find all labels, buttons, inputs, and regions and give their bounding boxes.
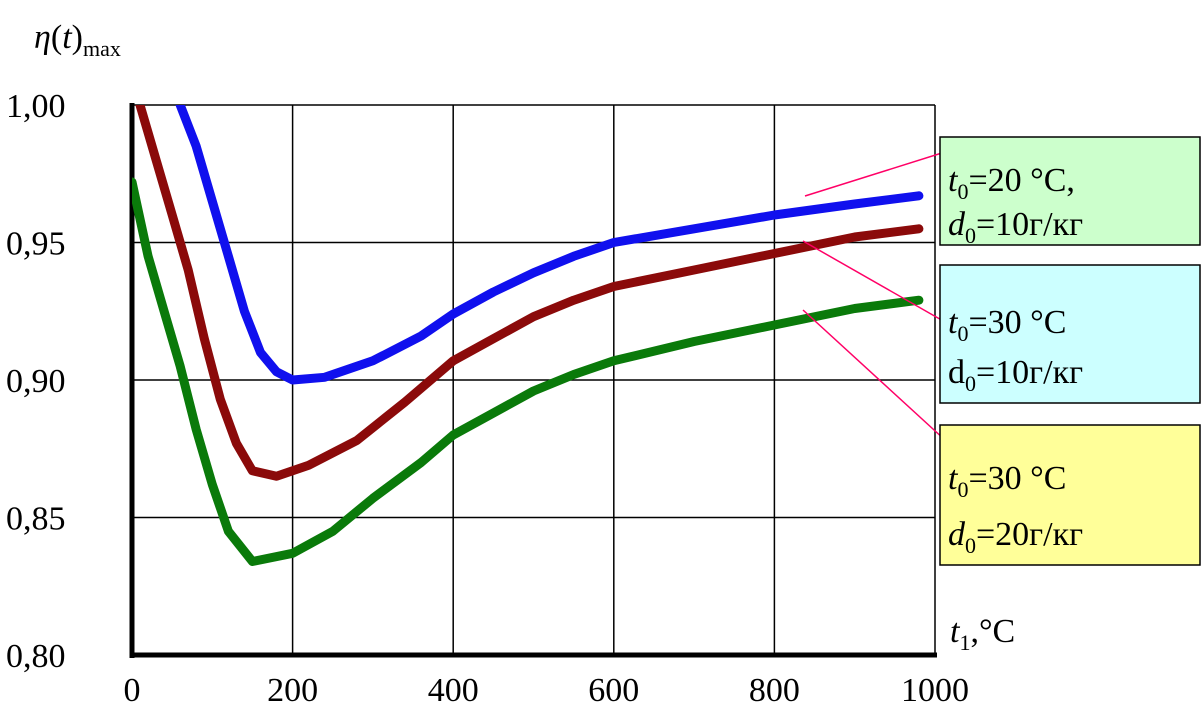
annotation-box-1: t0=20 °C,d0=10г/кг bbox=[939, 136, 1201, 248]
series-line-2 bbox=[135, 105, 924, 481]
callout-line bbox=[802, 240, 946, 323]
grid bbox=[132, 104, 936, 655]
annotation-box-2: t0=30 °C d0=10г/кг bbox=[939, 264, 1201, 404]
annotation-text: t0=30 °C bbox=[948, 460, 1066, 502]
x-tick-label: 800 bbox=[749, 672, 800, 708]
x-tick-label: 1000 bbox=[901, 672, 969, 708]
annotation-box-bg bbox=[939, 424, 1201, 566]
series-line-3 bbox=[132, 177, 924, 566]
x-tick-label: 200 bbox=[267, 672, 318, 708]
callout-line bbox=[804, 151, 946, 197]
y-tick-label: 0,90 bbox=[6, 363, 66, 400]
tick-labels: 0 200 400 600 800 1000 0,80 0,85 0,90 0,95 1,00 bbox=[6, 88, 969, 708]
x-axis-label: t1,°C bbox=[950, 613, 1015, 655]
annotation-box-bg bbox=[939, 264, 1201, 404]
y-tick-label: 0,80 bbox=[6, 638, 66, 675]
annotation-text: d0=20г/кг bbox=[948, 516, 1083, 558]
annotation-text: t0=30 °C bbox=[948, 304, 1066, 346]
annotation-text: d0=10г/кг bbox=[948, 354, 1083, 396]
series-line-1 bbox=[175, 105, 924, 385]
annotation-text: t0=20 °C, bbox=[948, 162, 1075, 204]
y-axis-label: η(t)max bbox=[34, 19, 121, 61]
x-tick-label: 0 bbox=[124, 672, 141, 708]
callout-line bbox=[802, 309, 946, 441]
annotation-box-bg bbox=[939, 136, 1201, 246]
annotation-text: d0=10г/кг bbox=[948, 206, 1083, 248]
y-tick-label: 0,95 bbox=[6, 226, 66, 263]
y-tick-label: 1,00 bbox=[6, 88, 66, 125]
callout-lines bbox=[802, 151, 946, 441]
x-tick-label: 600 bbox=[588, 672, 639, 708]
series-group bbox=[132, 105, 924, 566]
axis-labels: η(t)max t1,°C bbox=[34, 19, 1015, 655]
x-tick-label: 400 bbox=[428, 672, 479, 708]
y-tick-label: 0,85 bbox=[6, 501, 66, 538]
annotation-box-3: t0=30 °C d0=20г/кг bbox=[939, 424, 1201, 566]
